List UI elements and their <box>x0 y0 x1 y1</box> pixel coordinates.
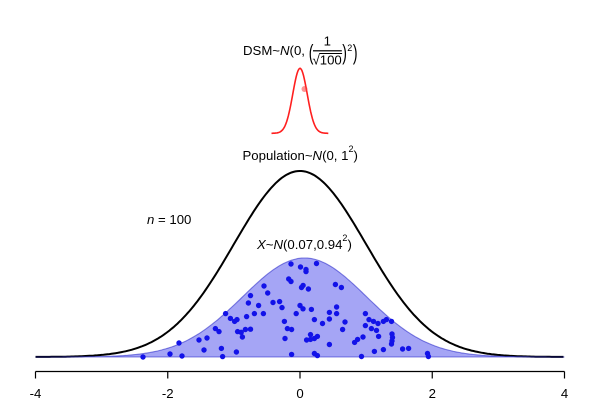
svg-text:√100: √100 <box>313 53 342 68</box>
svg-text:DSM~N(0,: DSM~N(0, <box>243 43 305 58</box>
svg-text:n = 100: n = 100 <box>147 212 191 227</box>
svg-text:Population~N(0, 12): Population~N(0, 12) <box>243 144 358 163</box>
svg-text:): ) <box>342 40 347 65</box>
svg-text:2: 2 <box>429 386 436 400</box>
svg-text:(: ( <box>309 40 314 65</box>
svg-text:-2: -2 <box>162 386 174 400</box>
svg-text:1: 1 <box>324 33 331 48</box>
svg-text:0: 0 <box>296 386 303 400</box>
svg-text:2: 2 <box>347 43 352 53</box>
svg-text:): ) <box>353 40 358 65</box>
svg-text:4: 4 <box>561 386 568 400</box>
svg-text:X~N(0.07,0.942): X~N(0.07,0.942) <box>256 233 352 252</box>
svg-text:-4: -4 <box>30 386 42 400</box>
